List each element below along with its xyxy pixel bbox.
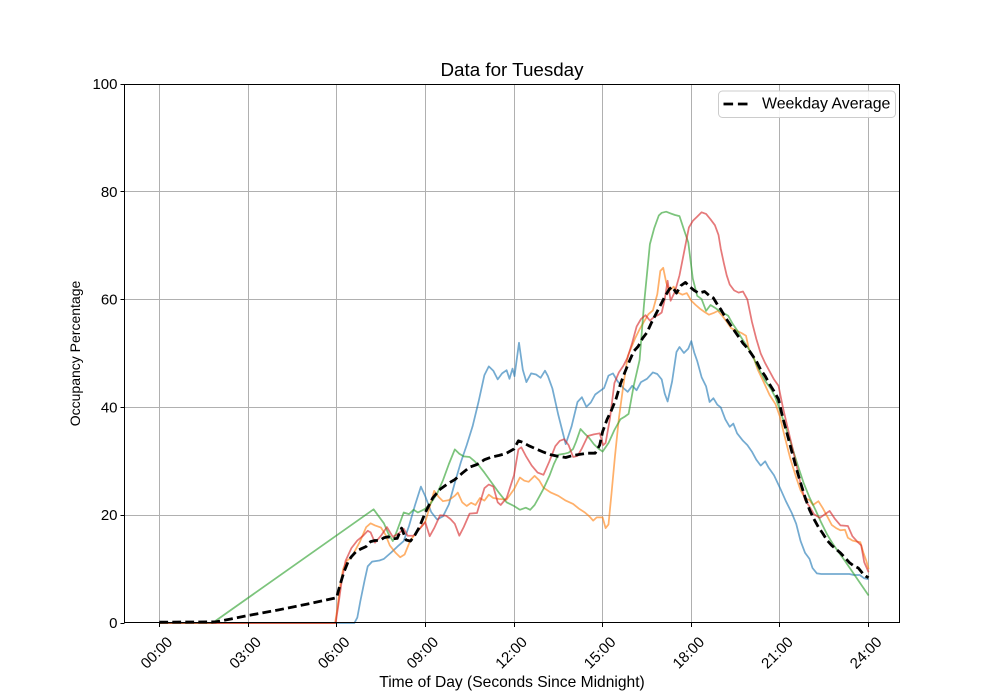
svg-text:100: 100 — [92, 76, 117, 93]
svg-text:0: 0 — [109, 615, 117, 632]
svg-text:60: 60 — [101, 292, 118, 309]
svg-text:20: 20 — [101, 507, 118, 524]
svg-text:80: 80 — [101, 184, 118, 201]
svg-text:Data for Tuesday: Data for Tuesday — [440, 59, 584, 80]
svg-text:Time of Day (Seconds Since Mid: Time of Day (Seconds Since Midnight) — [379, 674, 645, 691]
svg-text:Occupancy Percentage: Occupancy Percentage — [67, 281, 83, 427]
svg-text:Weekday Average: Weekday Average — [762, 96, 891, 113]
svg-text:40: 40 — [101, 399, 118, 416]
